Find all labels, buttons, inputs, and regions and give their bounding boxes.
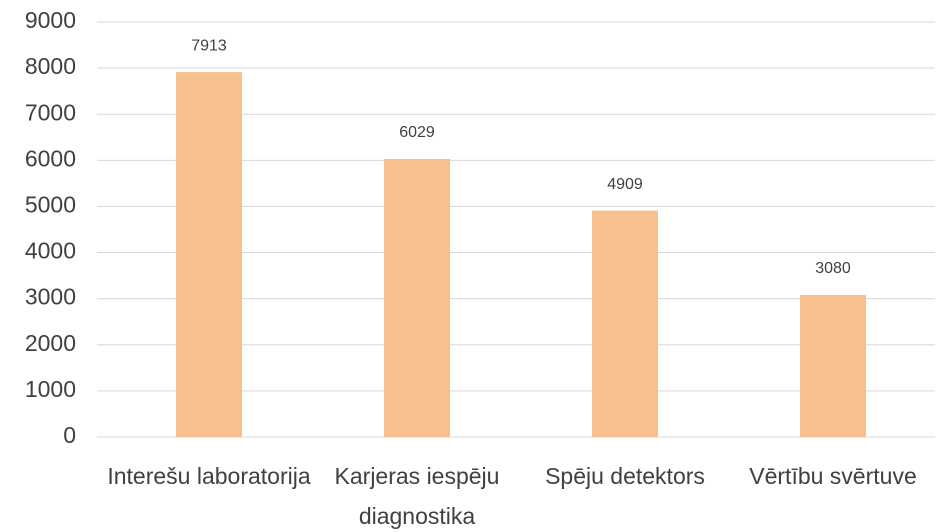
y-tick-label: 0 — [63, 422, 76, 448]
x-tick-line: Karjeras iespēju — [335, 463, 500, 489]
value-label: 7913 — [191, 37, 227, 54]
x-tick-label: Spēju detektors — [545, 463, 705, 489]
bar — [592, 210, 658, 437]
x-tick-line: Interešu laboratorija — [107, 463, 310, 489]
x-tick-label: Karjeras iespēju diagnostika — [335, 463, 500, 529]
y-tick-label: 9000 — [25, 7, 76, 33]
value-label: 6029 — [399, 124, 435, 141]
bar — [176, 72, 242, 438]
y-tick-label: 7000 — [25, 99, 76, 125]
bar — [800, 294, 866, 437]
value-label: 3080 — [815, 260, 851, 277]
x-tick-line: Vērtību svērtuve — [749, 463, 916, 489]
y-tick-label: 5000 — [25, 192, 76, 218]
x-tick-line: diagnostika — [359, 503, 476, 529]
y-tick-label: 2000 — [25, 330, 76, 356]
x-tick-label: Vērtību svērtuve — [749, 463, 916, 489]
bar — [384, 158, 450, 438]
y-tick-label: 4000 — [25, 238, 76, 264]
x-tick-label: Interešu laboratorija — [107, 463, 310, 489]
y-tick-label: 1000 — [25, 376, 76, 402]
value-label: 4909 — [607, 176, 643, 193]
x-tick-line: Spēju detektors — [545, 463, 705, 489]
y-tick-label: 6000 — [25, 145, 76, 171]
y-tick-label: 8000 — [25, 53, 76, 79]
y-tick-label: 3000 — [25, 284, 76, 310]
